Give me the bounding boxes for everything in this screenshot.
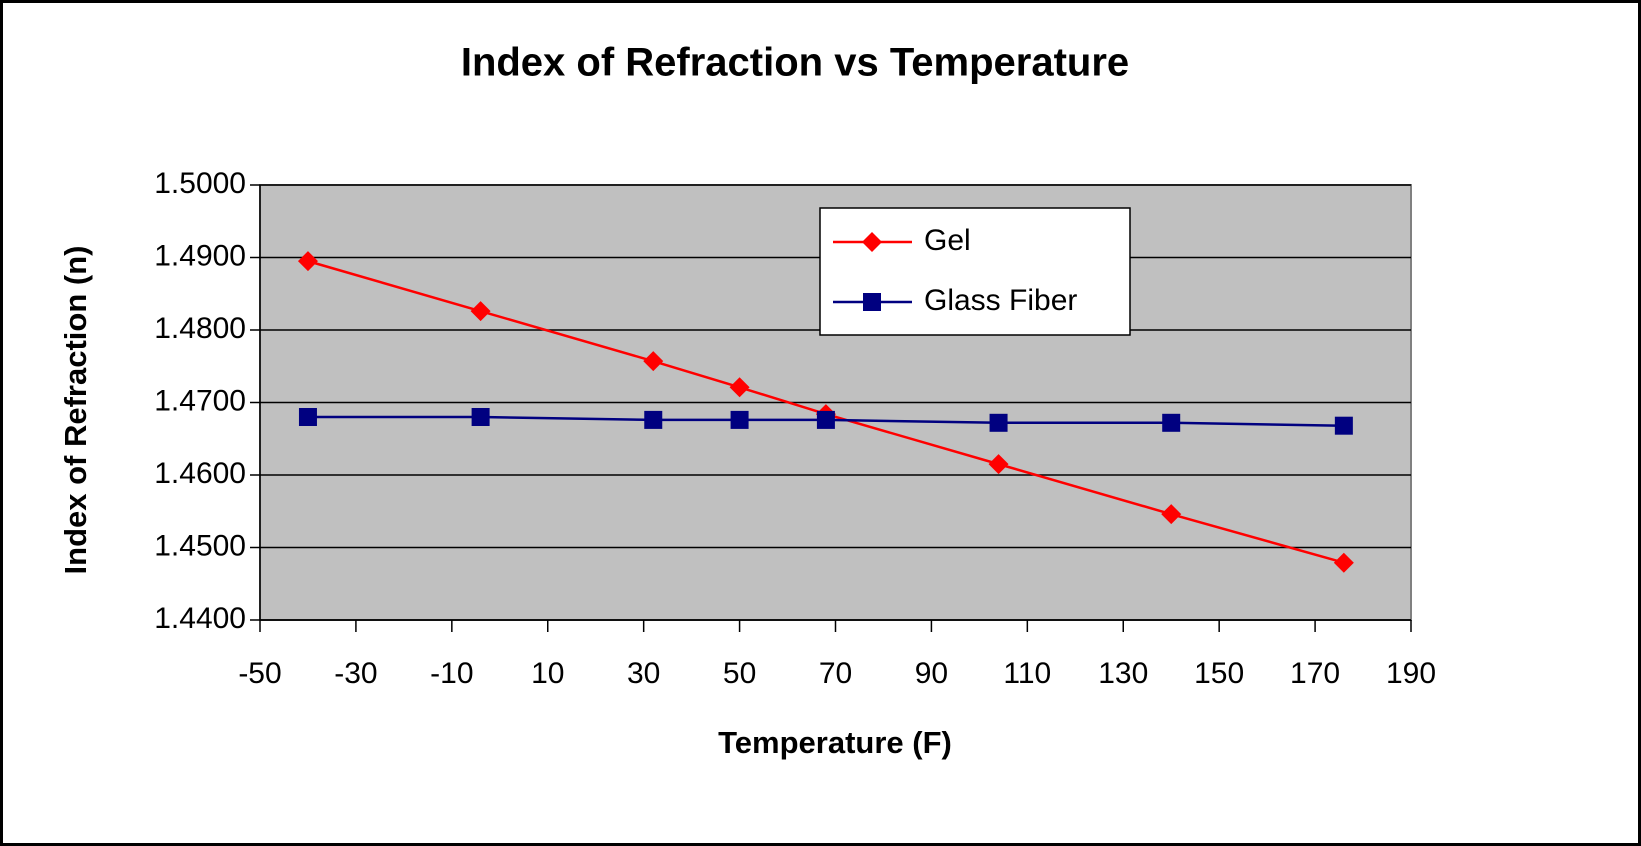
series-line bbox=[307, 415, 1344, 427]
x-tick-label: -30 bbox=[334, 657, 377, 690]
data-point bbox=[643, 351, 664, 372]
x-tick-label: 150 bbox=[1194, 657, 1244, 690]
legend-marker bbox=[863, 293, 881, 311]
x-tick-label: -50 bbox=[238, 657, 281, 690]
chart-title: Index of Refraction vs Temperature bbox=[461, 41, 1129, 85]
x-tick-label: 190 bbox=[1386, 657, 1436, 690]
data-point bbox=[729, 377, 750, 398]
data-point bbox=[470, 301, 491, 322]
data-point bbox=[644, 410, 663, 429]
data-point bbox=[816, 410, 835, 429]
data-point bbox=[988, 454, 1009, 475]
legend-label: Glass Fiber bbox=[924, 284, 1077, 317]
y-axis-label: Index of Refraction (n) bbox=[58, 246, 93, 575]
data-point bbox=[1334, 416, 1353, 435]
data-point bbox=[297, 251, 318, 272]
x-axis-label: Temperature (F) bbox=[718, 725, 952, 760]
legend-label: Gel bbox=[924, 224, 971, 257]
legend-marker bbox=[862, 232, 882, 252]
x-tick-label: -10 bbox=[430, 657, 473, 690]
x-tick-label: 110 bbox=[1003, 657, 1051, 690]
y-tick-label: 1.4700 bbox=[154, 384, 246, 417]
x-tick-label: 70 bbox=[819, 657, 852, 690]
y-tick-label: 1.4400 bbox=[154, 602, 246, 635]
data-point bbox=[730, 410, 749, 429]
legend-box bbox=[819, 207, 1131, 336]
x-tick-label: 50 bbox=[723, 657, 756, 690]
series-line bbox=[307, 259, 1345, 564]
y-tick-label: 1.4500 bbox=[154, 529, 246, 562]
x-tick-label: 90 bbox=[915, 657, 948, 690]
data-point bbox=[1162, 413, 1181, 432]
x-tick-label: 170 bbox=[1290, 657, 1340, 690]
x-tick-label: 10 bbox=[531, 657, 564, 690]
y-tick-label: 1.4800 bbox=[154, 312, 246, 345]
data-point bbox=[989, 413, 1008, 432]
data-point bbox=[1333, 552, 1354, 573]
data-point bbox=[1161, 504, 1182, 525]
y-tick-label: 1.4600 bbox=[154, 457, 246, 490]
data-point bbox=[471, 408, 490, 426]
y-tick-label: 1.5000 bbox=[154, 167, 246, 200]
y-tick-label: 1.4900 bbox=[154, 239, 246, 272]
x-tick-label: 30 bbox=[627, 657, 660, 690]
data-point bbox=[298, 408, 317, 426]
x-tick-label: 130 bbox=[1098, 657, 1148, 690]
